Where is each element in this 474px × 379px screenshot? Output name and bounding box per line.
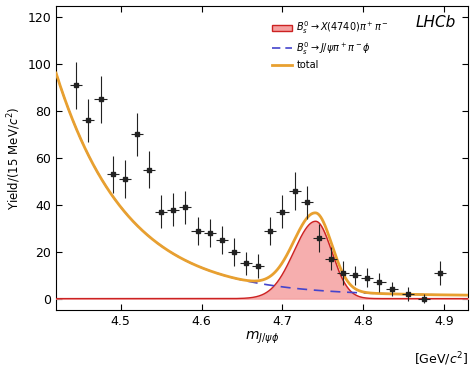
X-axis label: $m_{J/\psi\phi}$: $m_{J/\psi\phi}$ (245, 330, 279, 346)
Text: LHCb: LHCb (416, 15, 456, 30)
Text: [GeV/$c^2$]: [GeV/$c^2$] (414, 350, 468, 368)
Legend: $B_s^0 \rightarrow X(4740)\pi^+\pi^-$, $B_s^0 \rightarrow J/\psi\pi^+\pi^-\phi$,: $B_s^0 \rightarrow X(4740)\pi^+\pi^-$, $… (272, 20, 389, 70)
Y-axis label: Yield/(15 MeV/$c^{2}$): Yield/(15 MeV/$c^{2}$) (6, 106, 23, 210)
